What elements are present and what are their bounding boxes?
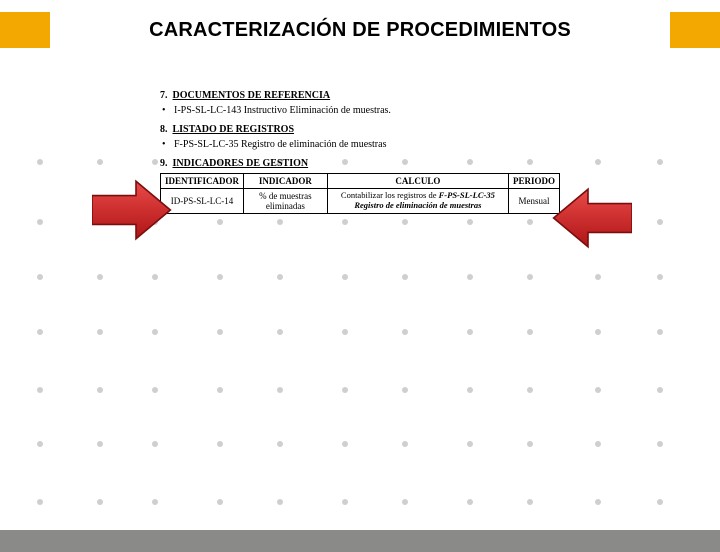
col-identificador: IDENTIFICADOR <box>161 174 244 189</box>
title-bar: CARACTERIZACIÓN DE PROCEDIMIENTOS <box>50 12 670 48</box>
section-8-bullet: F-PS-SL-LC-35 Registro de eliminación de… <box>160 139 560 150</box>
col-calculo: CALCULO <box>327 174 508 189</box>
section-7-title: DOCUMENTOS DE REFERENCIA <box>173 90 331 101</box>
section-8-title: LISTADO DE REGISTROS <box>173 124 295 135</box>
document-body: 7. DOCUMENTOS DE REFERENCIA I-PS-SL-LC-1… <box>160 84 560 214</box>
page-title: CARACTERIZACIÓN DE PROCEDIMIENTOS <box>50 12 670 48</box>
bottom-bar <box>0 530 720 552</box>
callout-arrow-left <box>92 176 172 244</box>
indicators-table: IDENTIFICADOR INDICADOR CALCULO PERIODO … <box>160 173 560 214</box>
cell-id: ID-PS-SL-LC-14 <box>161 189 244 214</box>
section-9-title: INDICADORES DE GESTION <box>173 158 309 169</box>
section-7-bullet: I-PS-SL-LC-143 Instructivo Eliminación d… <box>160 105 560 116</box>
section-7-num: 7. <box>160 90 168 101</box>
callout-arrow-right <box>552 184 632 252</box>
section-8-num: 8. <box>160 124 168 135</box>
section-9-heading: 9. INDICADORES DE GESTION <box>160 158 560 169</box>
table-row: ID-PS-SL-LC-14 % de muestras eliminadas … <box>161 189 560 214</box>
table-header-row: IDENTIFICADOR INDICADOR CALCULO PERIODO <box>161 174 560 189</box>
cell-indicador: % de muestras eliminadas <box>244 189 328 214</box>
section-7-heading: 7. DOCUMENTOS DE REFERENCIA <box>160 90 560 101</box>
calc-top: Contabilizar los registros de <box>341 190 437 200</box>
cell-calculo: Contabilizar los registros de F-PS-SL-LC… <box>327 189 508 214</box>
col-indicador: INDICADOR <box>244 174 328 189</box>
section-8-heading: 8. LISTADO DE REGISTROS <box>160 124 560 135</box>
section-9-num: 9. <box>160 158 168 169</box>
